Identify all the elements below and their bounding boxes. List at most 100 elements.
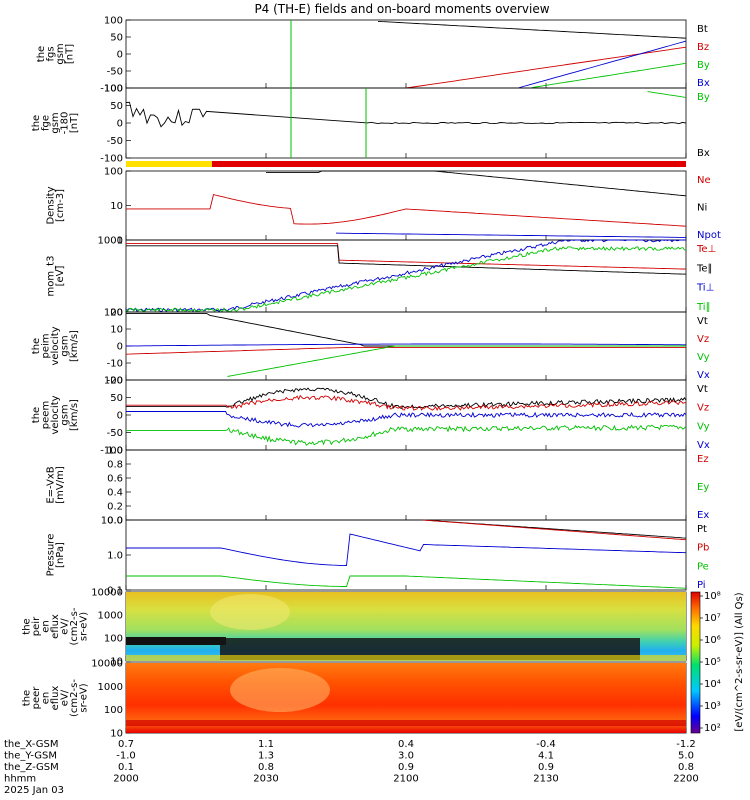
panel-fge-ylabel: gsm xyxy=(50,112,61,133)
colorbar-tick-label: 10⁶ xyxy=(704,635,721,646)
trace-peem-3 xyxy=(126,424,687,446)
legend-pressure-3: Pi xyxy=(697,580,706,591)
legend-temp-3: Ti∥ xyxy=(696,302,711,313)
footer-value: 3.0 xyxy=(398,751,414,762)
trace-fge-0 xyxy=(125,101,687,128)
trace-peim-0 xyxy=(126,312,686,347)
footer-value: 0.9 xyxy=(398,762,414,773)
trace-fgs-2 xyxy=(517,40,687,89)
panel-fge-ylabel: fge xyxy=(41,115,52,131)
panel-peim-ytick-label: 20 xyxy=(110,308,123,319)
panel-fgs-ytick-label: 0 xyxy=(117,50,123,61)
legend-temp-0: Te⊥ xyxy=(696,244,716,255)
panel-peir-ylabel: eflux xyxy=(50,614,61,639)
panel-peem-ytick-label: 100 xyxy=(104,376,123,387)
panel-peer-ytick-label: 10 xyxy=(110,729,123,740)
panel-temp-ytick-label: 100 xyxy=(104,308,123,319)
panel-efield-ylabel: E=-VxB xyxy=(45,466,56,503)
panel-peer-ylabel: eflux xyxy=(50,686,61,711)
footer-value: 2000 xyxy=(113,774,138,785)
footer-value: 2130 xyxy=(533,774,558,785)
panel-peer-ylabel: eV/ xyxy=(60,689,71,706)
footer-value: 0.7 xyxy=(118,739,134,750)
panel-peem-ytick-label: 0 xyxy=(117,411,123,422)
panel-pressure-ylabel: Pressure xyxy=(45,534,56,577)
colorbar-label: [eV/(cm^2-s-sr-eV)] (All Qs) xyxy=(734,592,745,731)
panel-peir-ytick-label: 1000 xyxy=(98,611,123,622)
legend-fgs-1: Bz xyxy=(697,42,709,53)
footer-value: 4.1 xyxy=(538,751,554,762)
panel-fgs-ytick-label: -100 xyxy=(100,84,123,95)
legend-efield-2: Ex xyxy=(697,510,709,521)
panel-peim-ylabel: the xyxy=(31,338,42,354)
panel-peim-ytick-label: 0 xyxy=(117,342,123,353)
legend-temp-1: Te∥ xyxy=(696,263,713,274)
footer-value: -1.0 xyxy=(116,751,136,762)
legend-fge-1: Bx xyxy=(697,148,710,159)
legend-fgs-3: Bx xyxy=(697,78,710,89)
footer-value: 0.8 xyxy=(678,762,694,773)
panel-peir-ylabel: the xyxy=(22,618,33,634)
panel-peem-ytick-label: 50 xyxy=(110,393,123,404)
legend-fgs-2: By xyxy=(697,60,710,71)
trace-temp-1 xyxy=(126,245,687,275)
mode-bar-fast xyxy=(212,161,686,167)
legend-fgs-0: Bt xyxy=(697,24,708,35)
panel-efield-frame xyxy=(125,449,687,521)
figure-title: P4 (TH-E) fields and on-board moments ov… xyxy=(254,2,549,16)
panel-peem-frame xyxy=(125,379,687,451)
footer-value: 2100 xyxy=(393,774,418,785)
panel-peer-ytick-label: 10000 xyxy=(91,659,123,670)
panel-peer-ylabel: peer xyxy=(31,686,42,710)
trace-temp-2 xyxy=(125,239,686,313)
panel-fgs-ytick-label: 100 xyxy=(104,16,123,27)
footer-value: 2200 xyxy=(673,774,698,785)
panel-efield-ytick-label: 0.0 xyxy=(107,516,123,527)
panel-fgs-ylabel: [nT] xyxy=(64,44,75,64)
trace-pressure-1 xyxy=(423,519,687,541)
panel-density-ytick-label: 100 xyxy=(104,167,123,178)
panel-peer-ytick-label: 1000 xyxy=(98,682,123,693)
panel-efield-ytick-label: 0.8 xyxy=(107,460,123,471)
panel-density-ylabel: Density xyxy=(45,186,56,224)
trace-pressure-3 xyxy=(126,575,687,589)
colorbar-tick-label: 10⁵ xyxy=(704,657,721,668)
colorbar-tick-label: 10³ xyxy=(704,701,721,712)
panel-density-ytick-label: 1 xyxy=(117,236,123,247)
legend-pressure-0: Pt xyxy=(697,524,707,535)
legend-peim-3: Vx xyxy=(697,370,710,381)
legend-peim-1: Vz xyxy=(697,334,709,345)
footer-value: -1.2 xyxy=(676,739,696,750)
colorbar-tick-label: 10⁸ xyxy=(704,591,721,602)
panel-fge-ylabel: [nT] xyxy=(69,113,80,133)
panel-density-ylabel: [cm-3] xyxy=(55,189,66,222)
panel-peim-ylabel: [km/s] xyxy=(69,330,80,362)
footer-value: 2030 xyxy=(253,774,278,785)
panel-pressure: 10.0 1.0 0.1 Pressure[nPa] Pt Pb Pe Pi xyxy=(45,516,709,597)
panel-density-frame xyxy=(125,170,687,241)
panel-peir-ytick-label: 10 xyxy=(110,657,123,668)
panel-peir-ylabel: (cm2-s- xyxy=(69,607,80,645)
panel-peim-ylabel: velocity xyxy=(50,326,61,365)
legend-efield-1: Ey xyxy=(697,482,709,493)
trace-peim-1 xyxy=(125,346,686,355)
panel-pressure-ytick-label: 0.1 xyxy=(107,586,123,597)
panel-efield-ytick-label: 0.2 xyxy=(107,502,123,513)
panel-pressure-frame xyxy=(125,519,687,591)
panel-fge-ylabel: the xyxy=(31,115,42,131)
legend-pressure-1: Pb xyxy=(697,543,709,554)
legend-peem-0: Vt xyxy=(697,384,708,395)
trace-fgs-3 xyxy=(531,62,687,89)
colorbar-tick-label: 10⁴ xyxy=(704,679,721,690)
trace-density-0 xyxy=(266,170,687,197)
trace-temp-0 xyxy=(126,243,687,270)
legend-density-1: Ni xyxy=(697,203,707,214)
panel-peem-ytick-label: -50 xyxy=(107,428,123,439)
panel-peer-ylabel: the xyxy=(22,690,33,706)
panel-peim-ylabel: gsm xyxy=(60,335,71,356)
panel-peir-ytick-label: 100 xyxy=(104,634,123,645)
panel-density-ytick-label: 10 xyxy=(110,201,123,212)
panel-peim-ytick-label: -20 xyxy=(107,376,123,387)
